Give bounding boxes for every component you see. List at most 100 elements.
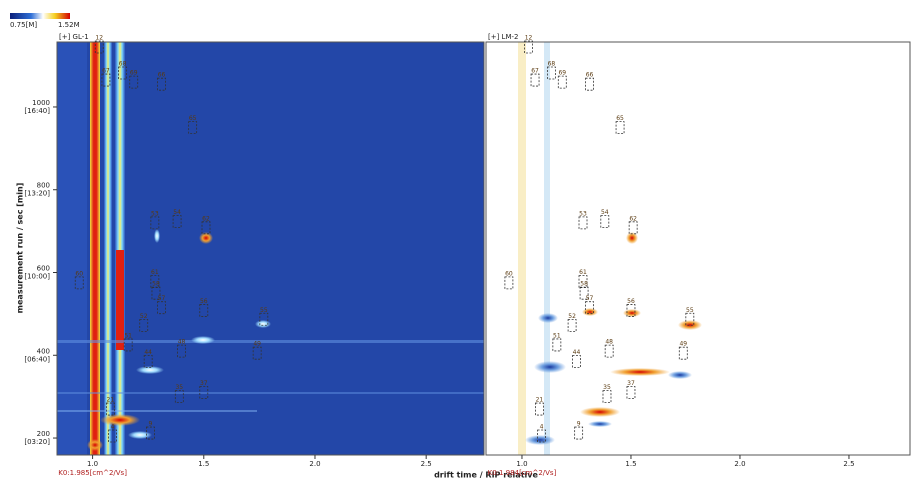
- peak-box: [585, 77, 594, 91]
- peak-box: [626, 386, 636, 399]
- peak-label: 44: [573, 349, 581, 356]
- k0-label: K0:1.984[cm^2/Vs]: [488, 469, 557, 477]
- peak-label: 21: [536, 397, 544, 404]
- peak-label: 44: [144, 349, 152, 356]
- peak-box: [94, 40, 104, 54]
- peak-label: 35: [175, 384, 183, 391]
- y-tick-time: [06:40]: [24, 355, 50, 363]
- panel-frame: [56, 41, 485, 456]
- peak-box: [157, 301, 166, 315]
- y-tick-label: 1000: [32, 99, 50, 107]
- peak-box: [259, 312, 269, 326]
- panel-title: [+] GL-1: [59, 33, 89, 41]
- x-tick-label: 2.5: [421, 460, 432, 468]
- peak-box: [105, 402, 115, 416]
- y-tick-time: [13:20]: [24, 190, 50, 198]
- peak-box: [530, 73, 540, 87]
- x-tick-label: 1.0: [516, 460, 527, 468]
- peak-label: 58: [580, 281, 588, 288]
- peak-box: [157, 77, 166, 91]
- peak-label: 49: [679, 341, 687, 348]
- x-tick-label: 2.5: [843, 460, 854, 468]
- peak-box: [537, 429, 546, 443]
- y-tick-label: 800: [37, 182, 50, 190]
- peak-label: 51: [553, 332, 561, 339]
- peak-label: 53: [151, 210, 159, 217]
- peak-box: [199, 304, 209, 317]
- x-tick-label: 2.0: [734, 460, 745, 468]
- peak-label: 55: [686, 307, 694, 314]
- peak-box: [567, 319, 577, 332]
- heatmap-right: [486, 42, 911, 455]
- peak-box: [585, 301, 594, 315]
- peak-label: 66: [586, 72, 594, 79]
- peak-box: [123, 338, 133, 352]
- colorbar-max: 1.52M: [58, 21, 80, 29]
- peak-box: [108, 429, 117, 443]
- peak-box: [150, 275, 160, 289]
- peak-label: 69: [558, 70, 566, 77]
- heatmap-left: [57, 42, 484, 455]
- peak-box: [546, 66, 556, 80]
- peak-box: [574, 426, 584, 440]
- peak-label: 68: [119, 61, 127, 68]
- peak-label: 52: [140, 313, 148, 320]
- peak-label: 65: [189, 115, 197, 122]
- y-tick-label: 200: [37, 430, 50, 438]
- peak-label: 12: [95, 34, 103, 41]
- x-tick-label: 1.0: [87, 460, 98, 468]
- colorbar: [10, 13, 70, 19]
- peak-box: [685, 312, 695, 326]
- x-tick-label: 2.0: [309, 460, 320, 468]
- peak-label: 12: [525, 34, 533, 41]
- peak-label: 58: [152, 281, 160, 288]
- peak-box: [151, 286, 161, 300]
- peak-box: [615, 121, 625, 135]
- peak-box: [504, 276, 514, 290]
- peak-label: 69: [130, 70, 138, 77]
- peak-label: 57: [158, 295, 166, 302]
- peak-label: 62: [629, 215, 637, 222]
- peak-box: [74, 276, 84, 290]
- peak-label: 37: [627, 380, 635, 387]
- peak-box: [572, 355, 581, 368]
- peak-label: 68: [548, 61, 556, 68]
- peak-label: 9: [577, 421, 581, 428]
- peak-label: 48: [605, 339, 613, 346]
- peak-label: 61: [579, 269, 587, 276]
- peak-box: [524, 40, 533, 54]
- peak-label: 67: [102, 68, 110, 75]
- panel-title: [+] LM-2: [488, 33, 518, 41]
- peak-box: [252, 346, 262, 360]
- peak-label: 49: [253, 341, 261, 348]
- peak-label: 66: [158, 72, 166, 79]
- y-tick-label: 600: [37, 265, 50, 273]
- peak-label: 65: [616, 115, 624, 122]
- peak-box: [578, 216, 588, 230]
- peak-label: 60: [505, 270, 513, 277]
- peak-label: 53: [579, 210, 587, 217]
- peak-label: 48: [178, 339, 186, 346]
- peak-box: [143, 355, 153, 368]
- peak-box: [557, 75, 567, 89]
- x-tick-label: 1.5: [198, 460, 209, 468]
- peak-box: [150, 216, 160, 230]
- x-tick-label: 1.5: [625, 460, 636, 468]
- peak-label: 51: [124, 332, 132, 339]
- peak-box: [552, 338, 562, 352]
- peak-label: 54: [601, 209, 609, 216]
- peak-box: [139, 319, 149, 332]
- y-tick-label: 400: [37, 347, 50, 355]
- peak-label: 56: [627, 298, 635, 305]
- y-tick-time: [03:20]: [24, 438, 50, 446]
- peak-box: [174, 390, 184, 404]
- k0-label: K0:1.985[cm^2/Vs]: [58, 469, 127, 477]
- peak-label: 55: [260, 307, 268, 314]
- peak-box: [172, 215, 182, 229]
- peak-label: 61: [151, 269, 159, 276]
- peak-box: [129, 75, 139, 89]
- peak-label: 54: [173, 209, 181, 216]
- peak-box: [201, 221, 211, 235]
- panel-frame: [485, 41, 911, 456]
